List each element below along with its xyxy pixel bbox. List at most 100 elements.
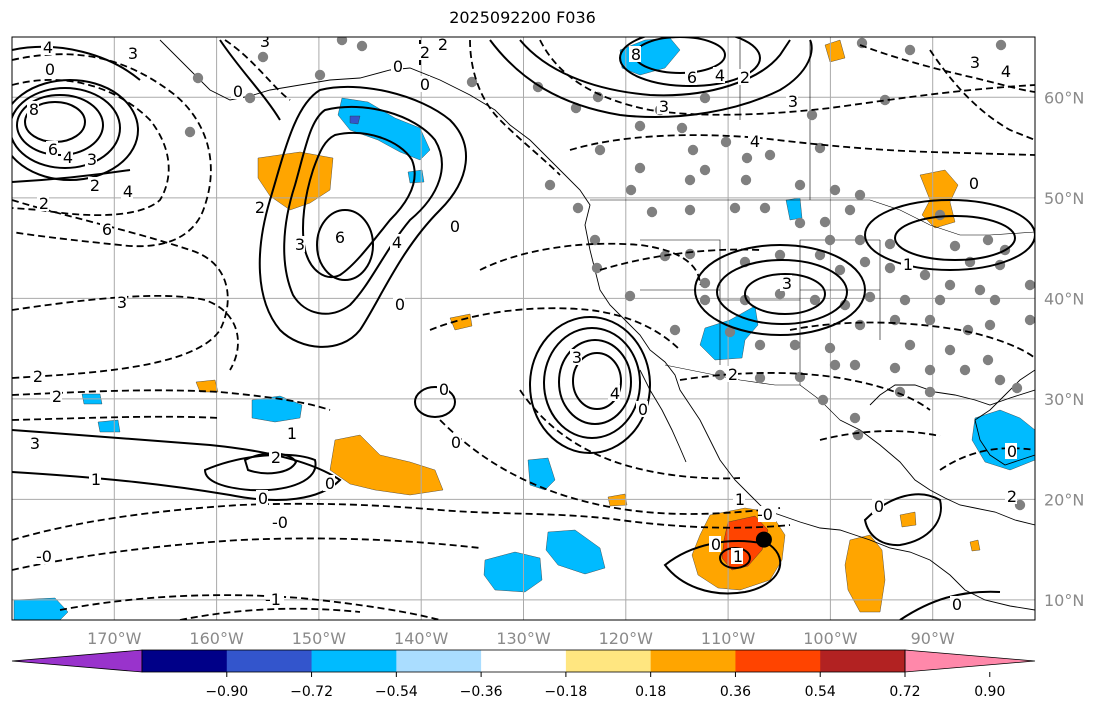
station-dot [684, 204, 696, 216]
station-dot [687, 144, 699, 156]
station-dot [899, 294, 911, 306]
colorbar-tick-label: −0.72 [290, 684, 333, 700]
shade-negative [545, 529, 606, 575]
colorbar-tick-label: −0.54 [375, 684, 418, 700]
contour-label-bg [390, 234, 402, 250]
contour-label-bg [780, 275, 792, 291]
station-dot [889, 362, 901, 374]
station-dot [794, 217, 806, 229]
contour-label-bg [608, 385, 620, 401]
colorbar-bin [735, 650, 821, 672]
contour-label-bg [50, 388, 62, 404]
contour-label-bg [285, 425, 297, 441]
station-dot [699, 164, 711, 176]
station-dot [814, 249, 826, 261]
colorbar-bin [396, 650, 482, 672]
contour-label-bg [726, 366, 738, 382]
contour-label-bg [28, 435, 40, 451]
station-dot [774, 249, 786, 261]
contour-label-bg [253, 199, 265, 215]
colorbar-tick-label: −0.36 [460, 684, 503, 700]
contour-label: 1 [735, 490, 745, 509]
contour-label: 3 [782, 274, 792, 293]
station-dot [824, 234, 836, 246]
contour-label: 4 [43, 38, 53, 57]
longitude-tick-label: 100°W [803, 629, 858, 648]
contour-label: 1 [733, 547, 743, 566]
colorbar-tick-label: 0.72 [889, 684, 920, 700]
contour-label-bg [967, 175, 979, 191]
station-dot [699, 277, 711, 289]
station-dot [741, 152, 753, 164]
station-dot [884, 262, 896, 274]
station-dot [356, 40, 368, 52]
colorbar-extend-low [11, 649, 143, 673]
station-dot [834, 264, 846, 276]
contour-label-bg [46, 141, 58, 157]
contour-label: 2 [728, 365, 738, 384]
shade-positive [607, 493, 628, 507]
station-dot [982, 234, 994, 246]
station-dot [676, 122, 688, 134]
colorbar-tick-label: 0.90 [974, 684, 1005, 700]
contour-label-bg [748, 133, 760, 149]
contour-label: 2 [33, 367, 43, 386]
longitude-tick-label: 90°W [911, 629, 955, 648]
station-dot [852, 429, 864, 441]
contour-label: 8 [29, 100, 39, 119]
station-dot [759, 202, 771, 214]
station-dot [184, 126, 196, 138]
shade-positive [329, 434, 444, 496]
station-dot [591, 262, 603, 274]
colorbar-bin [820, 650, 906, 672]
contour-label: 0 [450, 217, 460, 236]
contour-label-bg [37, 195, 49, 211]
shade-positive [844, 534, 886, 613]
station-dot [864, 291, 876, 303]
contour-label: 3 [260, 32, 270, 51]
contour-label-bg [449, 434, 461, 450]
contour-label: 4 [123, 182, 133, 201]
station-dot [624, 290, 636, 302]
station-dot [754, 339, 766, 351]
station-dot [884, 238, 896, 250]
storm-position-marker [755, 531, 772, 548]
station-dot [669, 324, 681, 336]
contour-label: 4 [750, 132, 760, 151]
contour-label: 0 [325, 474, 335, 493]
colorbar-tick-label: −0.18 [544, 684, 587, 700]
station-dot [856, 37, 868, 49]
contour-label: 2 [420, 43, 430, 62]
station-dot [336, 37, 348, 46]
contour-label: 2 [39, 194, 49, 213]
shade-negative [97, 419, 121, 433]
station-dot [634, 162, 646, 174]
longitude-tick-label: 110°W [701, 629, 756, 648]
contour-label-bg [418, 44, 430, 60]
contour-label: 2 [271, 448, 281, 467]
contour-label: 2 [740, 68, 750, 87]
station-dot [699, 92, 711, 104]
contour-label-bg [391, 58, 403, 74]
shade-negative [13, 597, 69, 620]
station-dot [989, 294, 1001, 306]
shade-negative [407, 169, 425, 184]
station-dot [684, 174, 696, 186]
contour-label-bg [657, 98, 669, 114]
station-dot [924, 386, 936, 398]
station-dot [934, 209, 946, 221]
shade-positive [899, 511, 917, 528]
colorbar-tick-label: 0.36 [720, 684, 751, 700]
shade-negative [349, 115, 361, 125]
contour-label: 0 [711, 535, 721, 554]
longitude-labels: 170°W 160°W 150°W 140°W 130°W 120°W 110°W 100°W… [87, 629, 955, 648]
contour-label-bg [43, 61, 55, 77]
contour-label: 3 [970, 53, 980, 72]
graticule [12, 37, 1035, 620]
shade-negative [251, 395, 303, 423]
contour-label-bg [1005, 488, 1017, 504]
contour-label: 3 [87, 150, 97, 169]
contour-label-bg [41, 39, 53, 55]
colorbar-extend-high [904, 649, 1036, 673]
